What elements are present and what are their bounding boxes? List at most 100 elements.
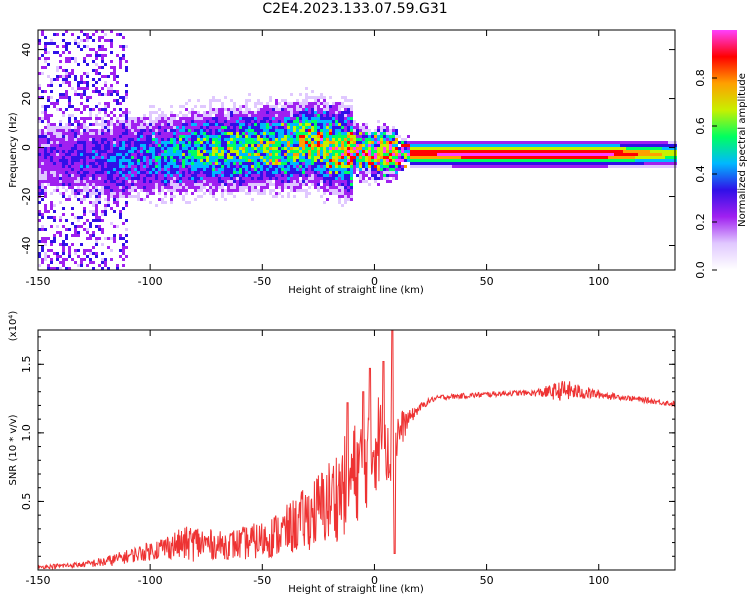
heatmap-cell [92, 156, 95, 159]
heatmap-cell [80, 183, 83, 186]
heatmap-cell [68, 156, 71, 159]
heatmap-cell [482, 153, 485, 156]
heatmap-cell [326, 156, 329, 159]
heatmap-cell [533, 162, 536, 165]
heatmap-cell [50, 39, 53, 42]
heatmap-cell [350, 138, 353, 141]
heatmap-cell [47, 99, 50, 102]
heatmap-cell [572, 144, 575, 147]
heatmap-cell [101, 243, 104, 246]
heatmap-cell [86, 186, 89, 189]
heatmap-cell [329, 180, 332, 183]
y-tick-label: -40 [20, 237, 33, 255]
heatmap-cell [179, 135, 182, 138]
heatmap-cell [374, 141, 377, 144]
heatmap-cell [272, 156, 275, 159]
heatmap-cell [86, 153, 89, 156]
heatmap-cell [122, 114, 125, 117]
heatmap-cell [371, 156, 374, 159]
heatmap-cell [554, 162, 557, 165]
heatmap-cell [188, 120, 191, 123]
heatmap-cell [77, 171, 80, 174]
heatmap-cell [473, 141, 476, 144]
heatmap-cell [38, 84, 41, 87]
heatmap-cell [251, 168, 254, 171]
heatmap-cell [122, 150, 125, 153]
heatmap-cell [221, 114, 224, 117]
heatmap-cell [344, 117, 347, 120]
heatmap-cell [323, 159, 326, 162]
heatmap-cell [233, 111, 236, 114]
heatmap-cell [41, 90, 44, 93]
heatmap-cell [293, 105, 296, 108]
heatmap-cell [380, 132, 383, 135]
heatmap-cell [50, 147, 53, 150]
heatmap-cell [56, 171, 59, 174]
heatmap-cell [122, 183, 125, 186]
heatmap-cell [377, 129, 380, 132]
heatmap-cell [242, 111, 245, 114]
heatmap-cell [131, 183, 134, 186]
heatmap-cell [311, 105, 314, 108]
heatmap-cell [200, 150, 203, 153]
heatmap-cell [83, 174, 86, 177]
heatmap-cell [260, 123, 263, 126]
heatmap-cell [164, 174, 167, 177]
heatmap-cell [215, 189, 218, 192]
heatmap-cell [125, 132, 128, 135]
heatmap-cell [488, 141, 491, 144]
heatmap-cell [296, 159, 299, 162]
heatmap-cell [80, 174, 83, 177]
heatmap-cell [164, 195, 167, 198]
heatmap-cell [506, 141, 509, 144]
heatmap-cell [638, 159, 641, 162]
heatmap-cell [275, 153, 278, 156]
heatmap-cell [335, 138, 338, 141]
heatmap-cell [278, 150, 281, 153]
heatmap-cell [605, 141, 608, 144]
heatmap-cell [188, 171, 191, 174]
heatmap-cell [146, 126, 149, 129]
heatmap-cell [254, 111, 257, 114]
heatmap-cell [356, 147, 359, 150]
heatmap-cell [83, 138, 86, 141]
heatmap-cell [638, 141, 641, 144]
heatmap-cell [161, 162, 164, 165]
heatmap-cell [104, 81, 107, 84]
heatmap-cell [83, 129, 86, 132]
heatmap-cell [65, 78, 68, 81]
heatmap-cell [215, 153, 218, 156]
heatmap-cell [293, 117, 296, 120]
heatmap-cell [146, 144, 149, 147]
heatmap-cell [530, 159, 533, 162]
heatmap-cell [68, 252, 71, 255]
heatmap-cell [347, 108, 350, 111]
heatmap-cell [107, 120, 110, 123]
heatmap-cell [137, 117, 140, 120]
heatmap-cell [167, 162, 170, 165]
heatmap-cell [128, 129, 131, 132]
heatmap-cell [653, 159, 656, 162]
heatmap-cell [83, 207, 86, 210]
heatmap-cell [257, 165, 260, 168]
heatmap-cell [374, 144, 377, 147]
heatmap-cell [41, 198, 44, 201]
heatmap-cell [89, 114, 92, 117]
heatmap-cell [554, 147, 557, 150]
heatmap-cell [242, 174, 245, 177]
heatmap-cell [284, 177, 287, 180]
heatmap-cell [155, 162, 158, 165]
heatmap-cell [131, 126, 134, 129]
heatmap-cell [176, 168, 179, 171]
heatmap-cell [338, 105, 341, 108]
heatmap-cell [287, 129, 290, 132]
heatmap-cell [356, 138, 359, 141]
heatmap-cell [38, 228, 41, 231]
heatmap-cell [248, 189, 251, 192]
heatmap-cell [170, 147, 173, 150]
x-tick-label: -150 [26, 574, 51, 587]
heatmap-cell [629, 153, 632, 156]
heatmap-cell [359, 141, 362, 144]
heatmap-cell [218, 108, 221, 111]
heatmap-cell [332, 153, 335, 156]
